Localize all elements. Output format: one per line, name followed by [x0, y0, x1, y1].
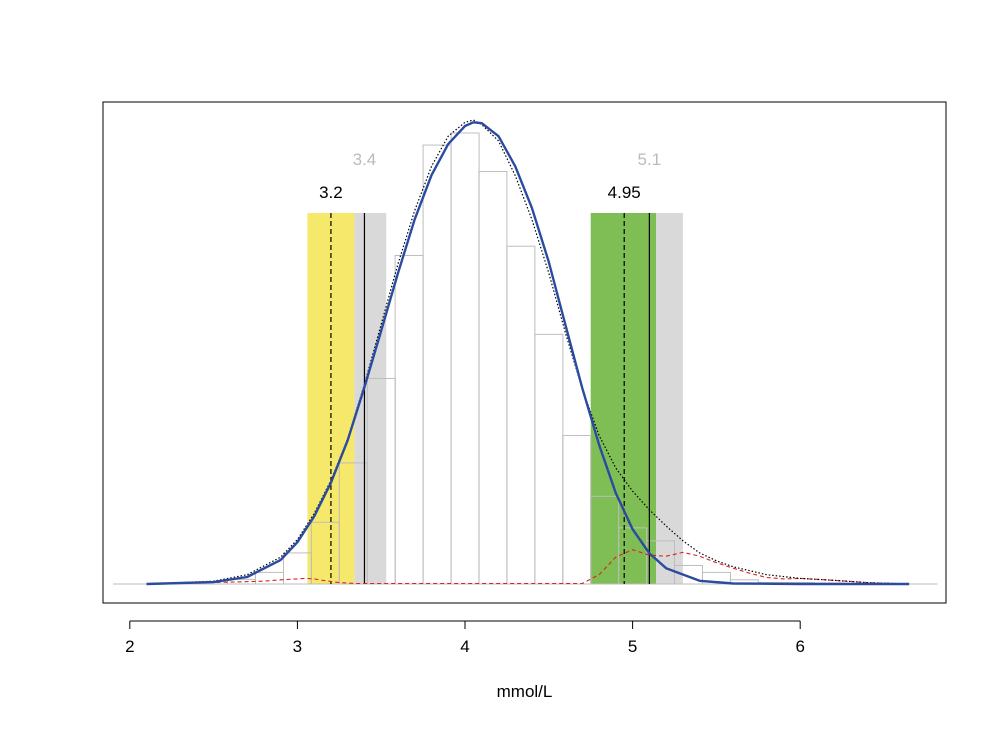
x-tick-label-2: 4 [460, 637, 469, 656]
histogram-bar-8 [450, 132, 480, 585]
shaded-band-1 [354, 213, 387, 584]
histogram-bar-11 [534, 333, 564, 585]
histogram-bar-7 [422, 144, 452, 585]
histogram-bar-9 [478, 171, 508, 585]
curve-density-dotted [146, 119, 910, 585]
x-tick-label-0: 2 [125, 637, 134, 656]
annotation-label-0: 3.4 [353, 150, 377, 169]
x-tick-label-4: 6 [795, 637, 804, 656]
x-tick-label-1: 3 [293, 637, 302, 656]
curves [146, 119, 910, 586]
curve-fitted-curve [146, 121, 910, 586]
histogram-bar-10 [506, 245, 536, 585]
annotation-label-3: 4.95 [608, 183, 641, 202]
shaded-band-2 [590, 213, 657, 584]
histogram-bar-12 [562, 435, 592, 585]
annotations: 3.4 3.2 5.1 4.95 [319, 150, 661, 202]
x-axis: 2 3 4 5 6 [125, 620, 805, 656]
curve-component-dashed [146, 549, 910, 585]
histogram-bar-6 [394, 254, 424, 585]
shaded-band-3 [656, 213, 683, 584]
annotation-label-2: 5.1 [638, 150, 662, 169]
x-axis-label: mmol/L [497, 682, 553, 701]
x-tick-label-3: 5 [628, 637, 637, 656]
annotation-label-1: 3.2 [319, 183, 343, 202]
shaded-bands [307, 213, 683, 584]
reference-lines [330, 213, 650, 584]
plot-frame [102, 101, 947, 604]
histogram-bar-1 [255, 571, 284, 585]
